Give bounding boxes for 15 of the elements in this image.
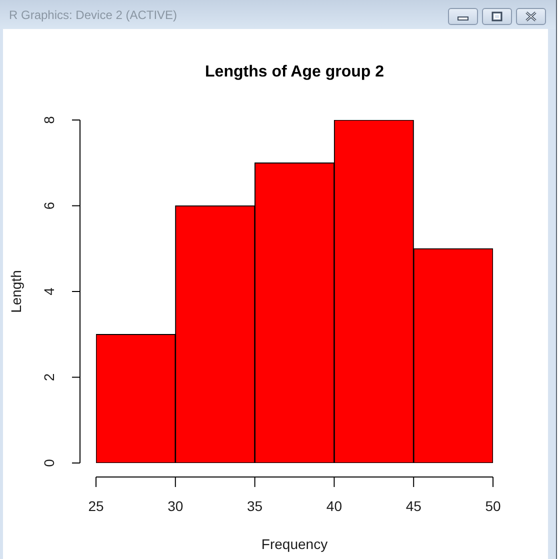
chart-title: Lengths of Age group 2 <box>205 63 384 80</box>
text: R Graphics: Device 2 (ACTIVE) <box>9 8 178 22</box>
x-tick-label: 30 <box>168 498 184 514</box>
x-tick-label: 35 <box>247 498 263 514</box>
x-tick-label: 25 <box>88 498 104 514</box>
x-axis-title: Frequency <box>261 536 328 552</box>
x-tick-label: 50 <box>485 498 501 514</box>
y-axis-title: Length <box>8 270 24 313</box>
x-tick-label: 40 <box>326 498 342 514</box>
y-tick-label: 4 <box>40 287 57 296</box>
y-tick-label: 2 <box>40 373 57 382</box>
y-tick-label: 0 <box>40 458 57 467</box>
x-tick-label: 45 <box>406 498 422 514</box>
y-tick-label: 6 <box>40 202 57 210</box>
y-tick-label: 8 <box>40 116 57 124</box>
